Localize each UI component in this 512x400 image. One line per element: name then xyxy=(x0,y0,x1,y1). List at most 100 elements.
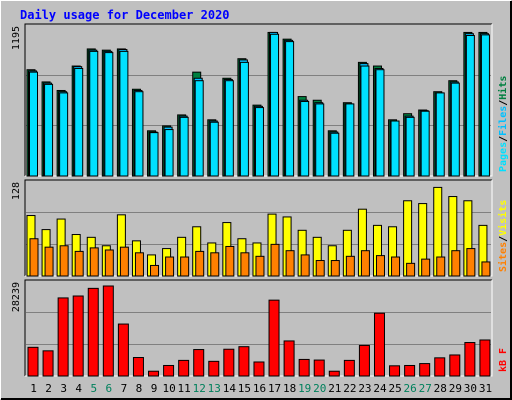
bar-sites xyxy=(74,250,84,277)
bar-pages xyxy=(224,80,234,177)
x-tick-label: 11 xyxy=(178,382,191,395)
legend-pages-files-hits: Pages/Files/Hits xyxy=(497,76,509,172)
bar-pages xyxy=(300,100,310,177)
plot-border-dark xyxy=(24,23,492,176)
legend-item: kB F xyxy=(498,348,509,372)
chart-title: Daily usage for December 2020 xyxy=(20,8,230,22)
x-tick-label: 21 xyxy=(328,382,341,395)
bar-pages xyxy=(285,41,295,177)
x-tick-label: 3 xyxy=(60,382,67,395)
bar-pages xyxy=(29,71,38,177)
bar-sites xyxy=(270,243,280,277)
bar-pages xyxy=(360,65,370,177)
bar-pages xyxy=(375,69,385,177)
bar-kbytes xyxy=(163,364,175,377)
bar-kbytes xyxy=(208,360,220,377)
bar-kbytes xyxy=(373,312,385,377)
bar-kbytes xyxy=(479,339,491,377)
bar-sites xyxy=(345,255,355,277)
bar-sites xyxy=(104,249,114,277)
bar-sites xyxy=(255,255,265,277)
bar-pages xyxy=(405,116,415,177)
y-max-label-visits: 128 xyxy=(11,182,22,200)
bar-kbytes xyxy=(253,361,265,377)
legend-item: Sites xyxy=(497,242,509,272)
bar-kbytes xyxy=(72,295,84,377)
x-tick-label: 19 xyxy=(298,382,311,395)
bar-kbytes xyxy=(268,299,280,377)
legend-separator: / xyxy=(498,236,509,242)
bar-pages xyxy=(254,107,264,177)
bar-kbytes xyxy=(419,363,431,377)
panel-visits-sites: 128 Sites/Visits xyxy=(11,179,509,277)
bar-sites xyxy=(44,246,54,277)
x-tick-label: 20 xyxy=(313,382,326,395)
legend-kbytes: kB F xyxy=(498,348,509,372)
x-tick-label: 23 xyxy=(358,382,371,395)
bar-kbytes xyxy=(464,342,476,377)
bar-sites xyxy=(210,252,220,277)
bar-kbytes xyxy=(298,358,310,377)
x-axis-labels: 1 2 3 4 5 6 7 8 9 10 11 12 13 14 15 16 17 18 19 20 21 22 23 24 2… xyxy=(30,382,492,395)
bar-kbytes xyxy=(148,370,160,377)
y-max-label-hits: 1195 xyxy=(11,26,22,50)
x-tick-label: 29 xyxy=(449,382,462,395)
bar-sites xyxy=(59,245,69,277)
x-tick-label: 24 xyxy=(373,382,387,395)
bar-pages xyxy=(134,91,144,177)
x-tick-label: 16 xyxy=(253,382,266,395)
bar-kbytes xyxy=(117,323,129,377)
bar-kbytes xyxy=(132,357,144,377)
bar-pages xyxy=(59,92,69,177)
bar-sites xyxy=(375,255,385,277)
bar-sites xyxy=(150,264,160,277)
legend-item: Hits xyxy=(497,76,509,100)
bar-kbytes xyxy=(313,359,325,377)
bar-pages xyxy=(149,132,159,177)
x-tick-label: 27 xyxy=(419,382,432,395)
bar-pages xyxy=(465,34,475,177)
bar-kbytes xyxy=(193,349,205,377)
bar-kbytes xyxy=(358,344,370,377)
x-tick-label: 15 xyxy=(238,382,251,395)
bar-pages xyxy=(194,80,204,177)
bar-kbytes xyxy=(223,348,235,377)
bar-sites xyxy=(330,260,340,277)
bar-pages xyxy=(330,132,340,177)
bar-kbytes xyxy=(343,359,355,377)
bar-pages xyxy=(104,52,114,177)
bar-sites xyxy=(300,254,310,277)
bar-sites xyxy=(119,246,129,277)
bar-sites xyxy=(195,250,205,277)
bar-kbytes xyxy=(178,359,190,377)
bar-pages xyxy=(179,116,189,177)
bar-sites xyxy=(29,238,39,277)
x-tick-label: 7 xyxy=(121,382,128,395)
bar-kbytes xyxy=(27,346,39,377)
bar-sites xyxy=(225,245,235,277)
x-tick-label: 1 xyxy=(30,382,37,395)
x-tick-label: 13 xyxy=(208,382,221,395)
x-tick-label: 18 xyxy=(283,382,296,395)
bar-sites xyxy=(451,250,461,277)
bar-kbytes xyxy=(434,357,446,377)
panel-kbytes: 28239 kB F xyxy=(11,279,509,377)
bar-sites xyxy=(466,248,476,277)
bar-pages xyxy=(209,121,219,177)
bar-kbytes xyxy=(57,297,69,377)
bar-sites xyxy=(285,250,295,277)
bar-pages xyxy=(270,33,280,177)
bar-pages xyxy=(44,83,54,177)
bar-kbytes xyxy=(87,287,99,377)
bar-kbytes xyxy=(283,340,295,377)
x-tick-label: 4 xyxy=(75,382,82,395)
bar-pages xyxy=(164,129,174,177)
bar-pages xyxy=(119,50,129,177)
bar-kbytes xyxy=(449,354,461,377)
bar-sites xyxy=(391,256,401,277)
bar-kbytes xyxy=(238,346,250,377)
plot-border-dark xyxy=(24,179,492,276)
legend-item: Files xyxy=(497,106,509,136)
plot-border-dark xyxy=(24,279,492,376)
